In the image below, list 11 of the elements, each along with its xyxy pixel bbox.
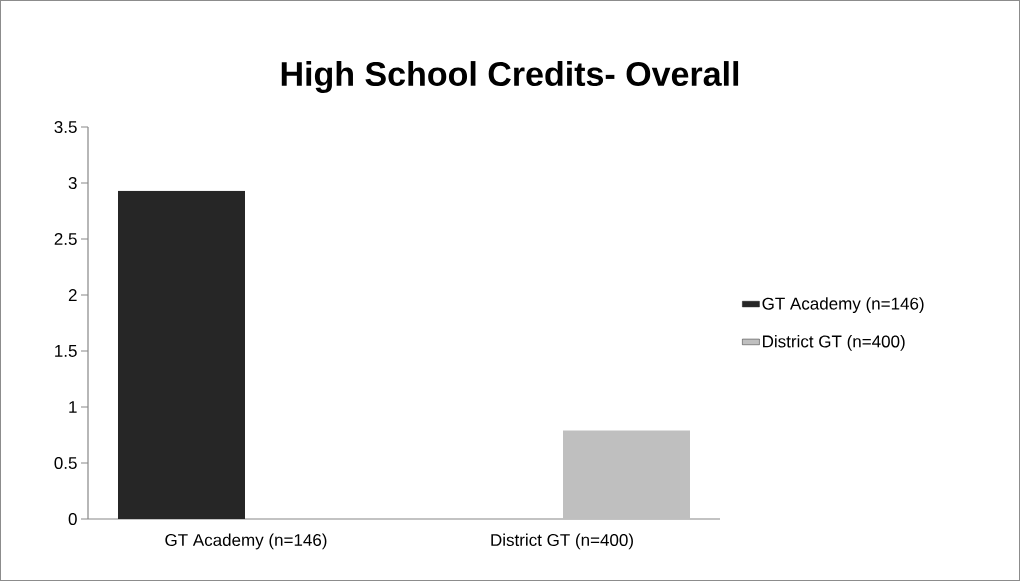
- legend-label: District GT (n=400): [763, 335, 905, 351]
- y-tick-label: 0.5: [54, 456, 77, 470]
- y-tick-label: 3: [68, 176, 77, 190]
- y-tick-label: 1: [69, 401, 77, 413]
- y-tick-label: 1.5: [55, 345, 77, 357]
- y-tick-label: 0: [68, 512, 77, 526]
- y-tick-label: 2: [68, 289, 77, 301]
- y-tick-label: 2.5: [54, 232, 77, 246]
- y-tick-label: 3.5: [54, 120, 77, 134]
- chart-title: High School Credits- Overall: [281, 61, 739, 93]
- legend-label: GT Academy (n=146): [762, 297, 924, 314]
